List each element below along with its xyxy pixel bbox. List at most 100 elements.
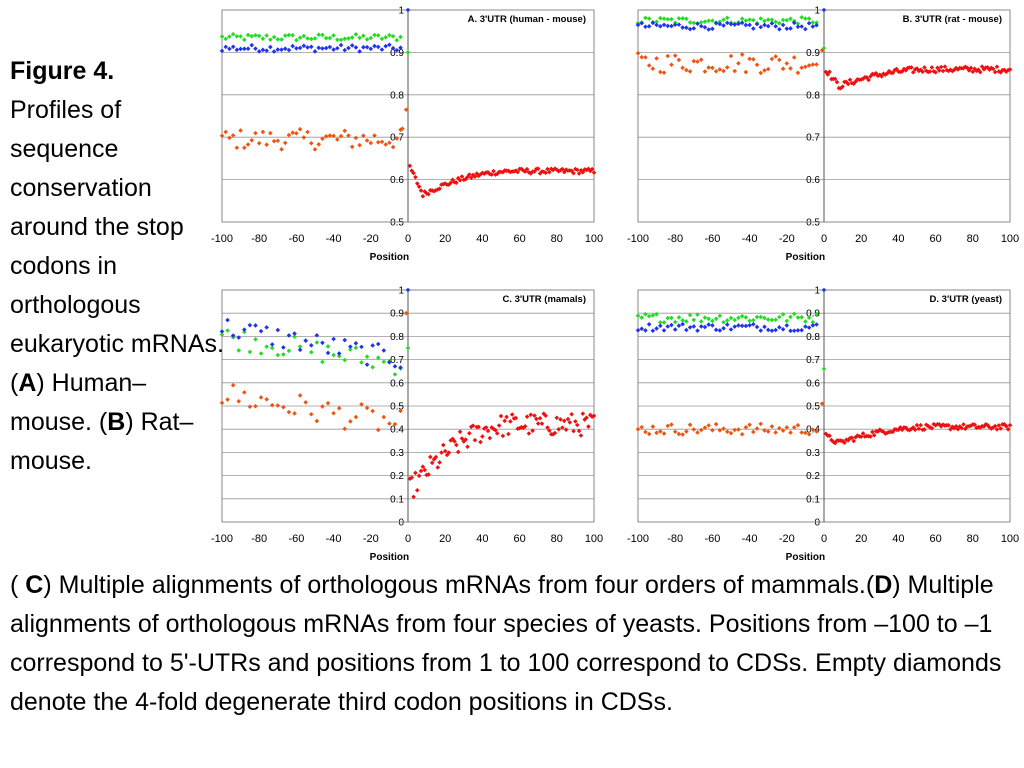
data-point-orange xyxy=(728,53,734,59)
data-point-orange xyxy=(687,69,693,74)
data-point-blue xyxy=(281,345,286,350)
data-point-orange xyxy=(381,414,387,420)
data-point-green xyxy=(806,315,812,320)
data-point-green xyxy=(676,16,682,21)
data-point-orange xyxy=(780,428,786,433)
data-point-red xyxy=(441,181,446,187)
data-point-red xyxy=(946,68,951,74)
data-point-orange xyxy=(346,133,351,138)
data-point-blue xyxy=(706,27,711,32)
data-point-red xyxy=(524,414,530,419)
data-point-green xyxy=(331,352,336,358)
x-tick-label: -100 xyxy=(627,233,649,245)
data-point-green xyxy=(370,364,375,370)
data-point-blue xyxy=(713,20,719,26)
data-point-green xyxy=(312,36,318,41)
data-point-green xyxy=(724,318,730,323)
data-point-orange xyxy=(758,421,764,427)
data-point-red xyxy=(589,414,595,419)
data-point-blue xyxy=(234,47,240,53)
data-point-orange xyxy=(769,56,775,62)
data-point-red xyxy=(467,172,472,177)
data-point-blue xyxy=(227,46,232,52)
data-point-red xyxy=(528,412,534,418)
data-point-red xyxy=(972,422,977,427)
data-point-orange xyxy=(751,57,756,62)
data-point-green xyxy=(286,348,292,354)
caption-label-a: A xyxy=(18,369,37,397)
data-point-red xyxy=(509,412,515,417)
data-point-green xyxy=(316,32,322,38)
data-point-red xyxy=(420,193,426,199)
data-point-green xyxy=(260,36,266,41)
data-point-orange xyxy=(320,136,325,142)
data-point-red xyxy=(476,424,481,430)
data-point-red xyxy=(480,170,485,176)
data-point-green xyxy=(698,319,704,324)
data-point-red xyxy=(853,79,858,84)
figure-panels: 0.5 0.6 0.7 0.8 0.9 1 -100 -80 -60 -40 -20 0 20 40 60 8… xyxy=(211,6,1019,561)
data-point-blue xyxy=(814,322,819,327)
data-point-red xyxy=(532,169,537,174)
data-point-red xyxy=(513,168,519,173)
x-tick-label: 0 xyxy=(405,233,411,245)
panel-title: B. 3'UTR (rat - mouse) xyxy=(903,14,1002,25)
data-point-blue xyxy=(268,44,273,50)
data-point-orange xyxy=(281,404,286,410)
data-point-orange xyxy=(271,138,277,144)
data-point-blue xyxy=(405,287,411,293)
data-point-green xyxy=(342,357,348,363)
data-point-orange xyxy=(676,431,682,437)
data-point-orange xyxy=(264,396,269,402)
data-point-red xyxy=(565,416,571,422)
data-point-orange xyxy=(286,409,292,415)
data-point-red xyxy=(422,189,428,194)
data-point-green xyxy=(669,315,674,321)
data-point-green xyxy=(654,19,659,25)
data-point-orange xyxy=(698,427,704,433)
data-point-red xyxy=(992,423,998,429)
data-point-blue xyxy=(780,22,786,28)
data-point-orange xyxy=(249,137,255,143)
figure-caption-bottom: ( C) Multiple alignments of orthologous … xyxy=(10,566,1014,722)
data-point-blue xyxy=(314,333,320,338)
data-point-red xyxy=(413,174,418,180)
data-point-green xyxy=(242,329,247,335)
y-tick-label: 0.2 xyxy=(390,471,404,482)
data-point-orange xyxy=(739,431,745,437)
data-point-green xyxy=(394,37,400,43)
data-point-green xyxy=(758,16,764,21)
data-point-red xyxy=(561,418,567,424)
data-point-red xyxy=(578,433,584,438)
data-point-red xyxy=(470,172,476,178)
data-point-orange xyxy=(635,426,641,432)
data-point-orange xyxy=(223,129,229,135)
x-tick-label: -80 xyxy=(251,533,267,545)
data-point-orange xyxy=(348,419,353,424)
data-point-green xyxy=(405,50,411,55)
data-point-orange xyxy=(687,422,693,428)
data-point-green xyxy=(361,33,366,39)
data-point-orange xyxy=(713,421,719,427)
data-point-green xyxy=(777,314,782,320)
data-point-blue xyxy=(271,49,277,54)
data-point-orange xyxy=(275,403,281,408)
data-point-orange xyxy=(672,53,678,58)
data-point-green xyxy=(717,313,723,319)
data-point-orange xyxy=(400,126,405,132)
data-point-blue xyxy=(654,22,659,28)
data-point-red xyxy=(845,81,851,87)
data-point-orange xyxy=(357,142,362,148)
data-point-green xyxy=(268,37,273,42)
data-point-orange xyxy=(370,408,375,414)
data-point-orange xyxy=(643,55,648,60)
data-point-blue xyxy=(721,325,726,331)
data-point-green xyxy=(390,33,396,39)
data-point-red xyxy=(556,168,561,174)
data-point-blue xyxy=(751,26,756,31)
data-point-green xyxy=(680,16,685,21)
data-point-orange xyxy=(721,68,726,74)
data-point-orange xyxy=(646,431,652,437)
data-point-blue xyxy=(684,327,689,333)
data-point-orange xyxy=(672,429,678,435)
